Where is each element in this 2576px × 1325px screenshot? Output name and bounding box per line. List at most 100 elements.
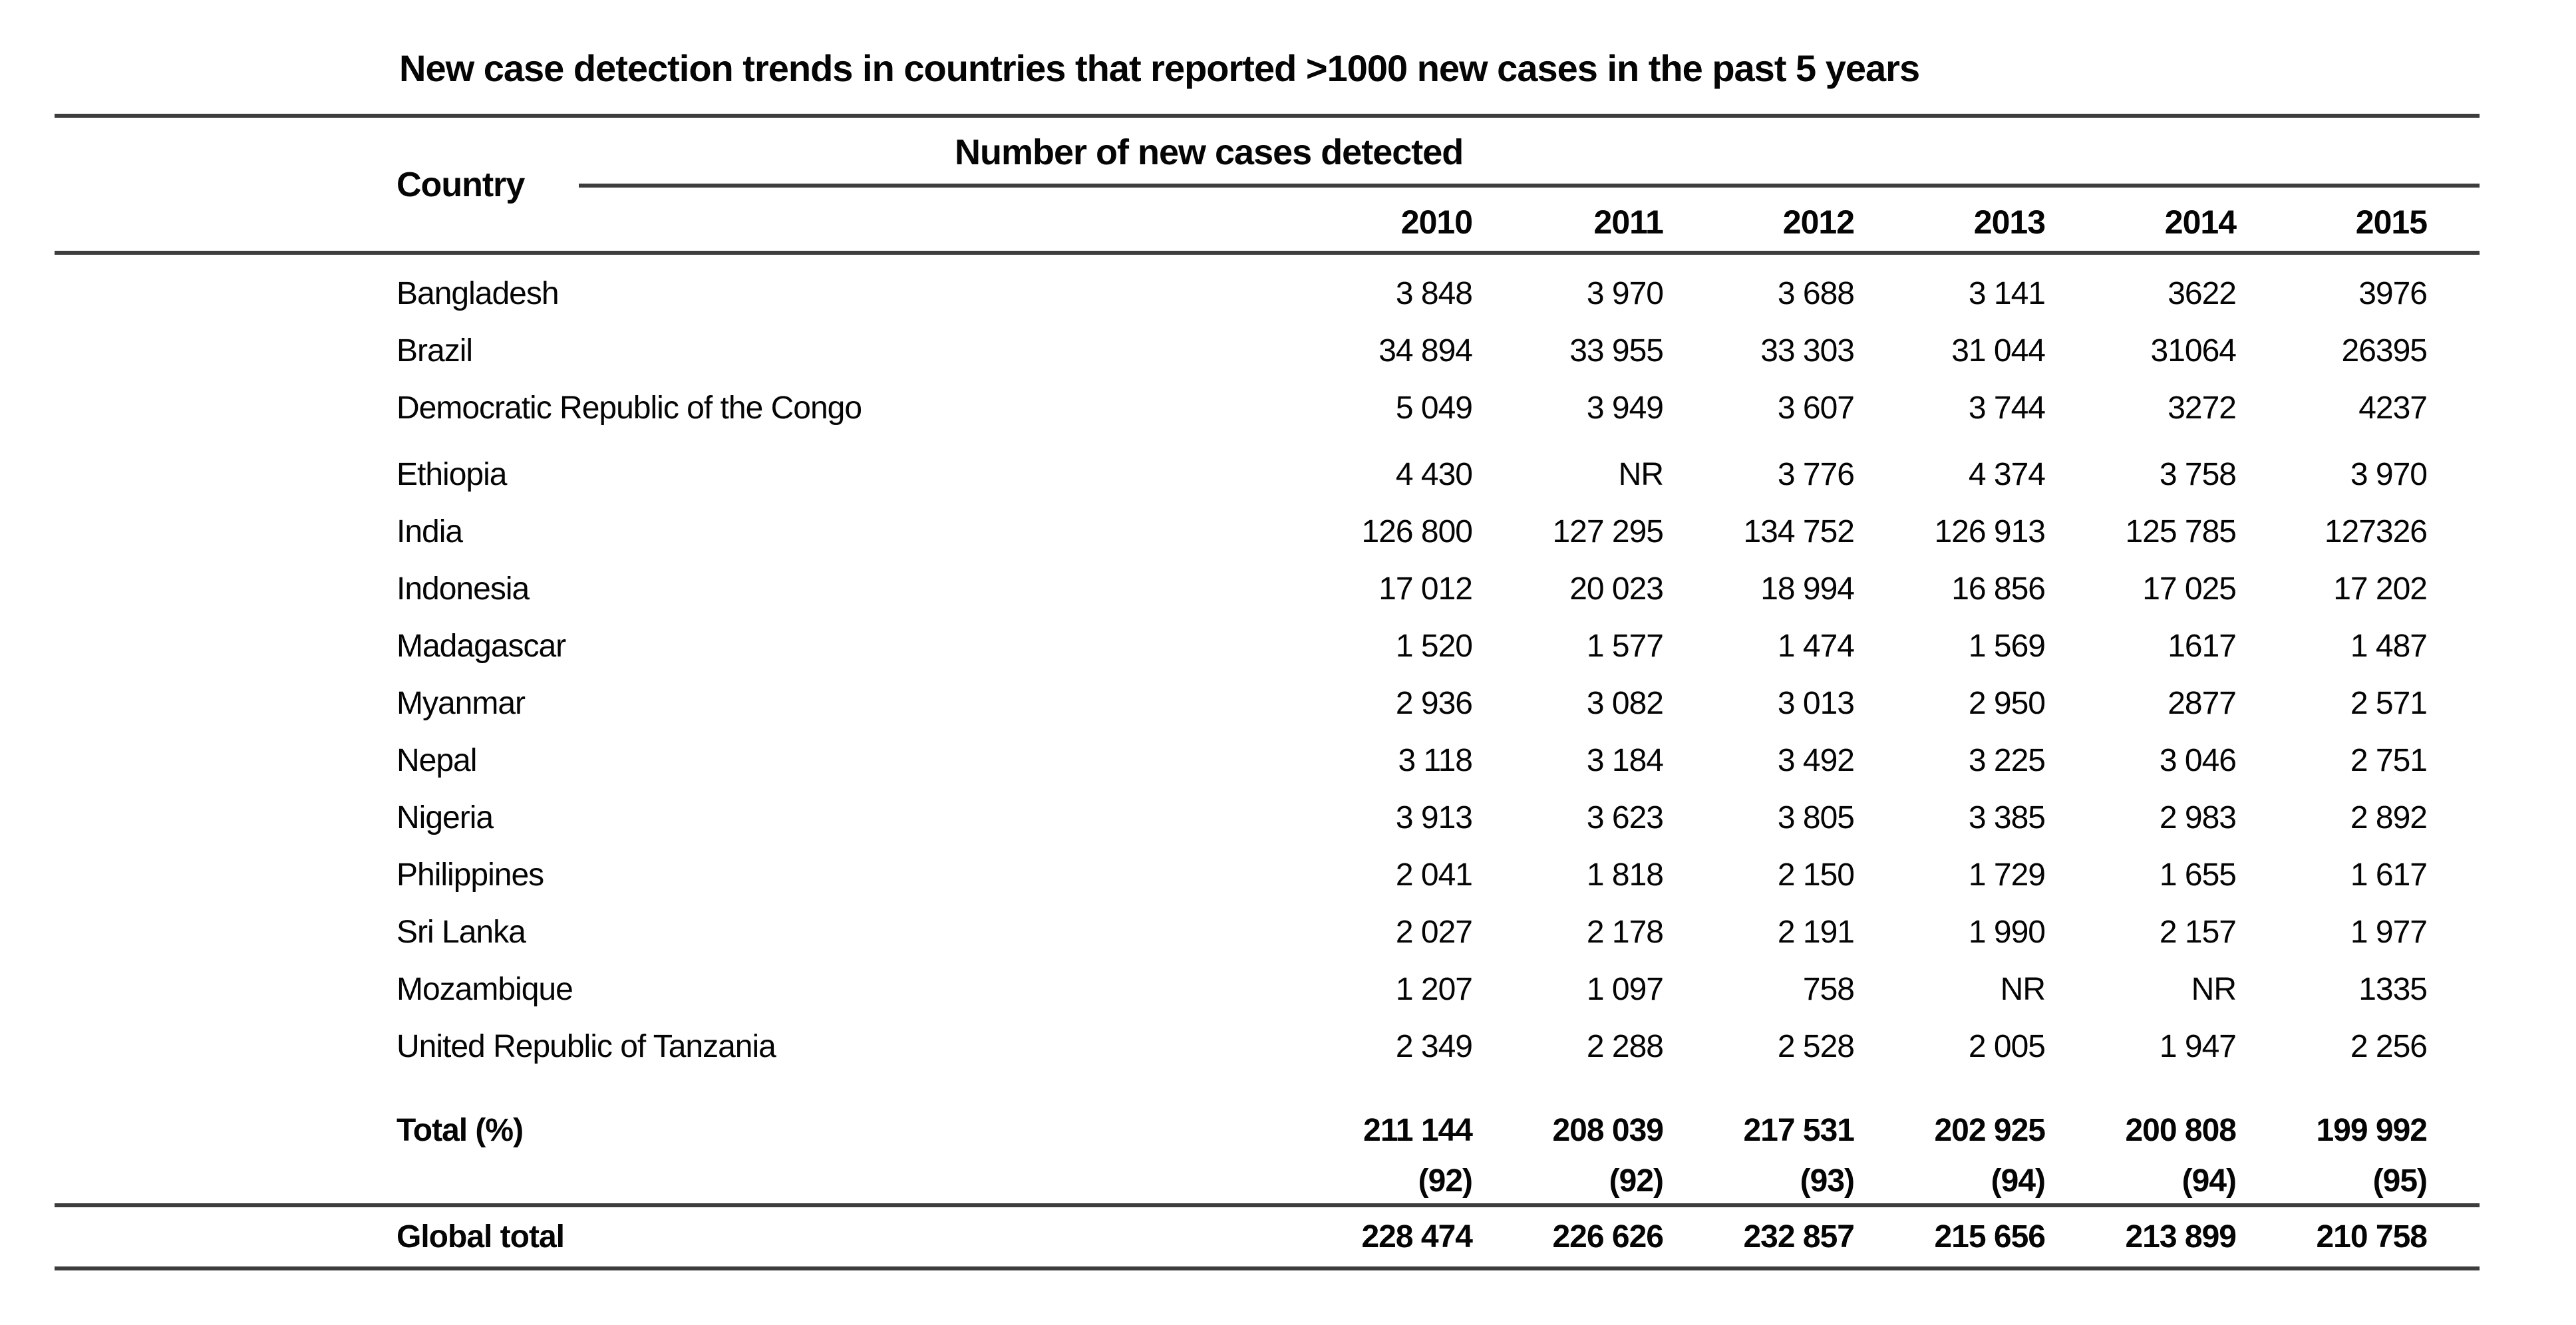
value-cell: 2 349: [1395, 1028, 1473, 1064]
value-cell: 5 049: [1395, 390, 1473, 426]
years-header-spacer: [55, 193, 1281, 255]
total-value-cell: 200 808: [2125, 1112, 2237, 1148]
value-cell: 3 141: [1968, 275, 2046, 311]
table-row-india: India 126 800 127 295 134 752 126 913 12…: [55, 503, 2480, 560]
years-header-pad: [2427, 193, 2480, 255]
table-row-drc: Democratic Republic of the Congo 5 049 3…: [55, 379, 2480, 436]
value-cell: 127326: [2324, 514, 2428, 549]
value-cell: 31064: [2150, 333, 2237, 368]
value-cell: 3 970: [2350, 456, 2428, 492]
percent-value-cell: (95): [2372, 1163, 2428, 1199]
year-header-2012: 2012: [1663, 193, 1855, 255]
table-row-bangladesh: Bangladesh 3 848 3 970 3 688 3 141 3622 …: [55, 265, 2480, 322]
value-cell: 3 013: [1777, 685, 1855, 721]
value-cell: 18 994: [1760, 571, 1855, 607]
country-cell: Myanmar: [397, 685, 526, 721]
table-title: New case detection trends in countries t…: [399, 47, 1920, 89]
years-header-row: 2010 2011 2012 2013 2014 2015: [55, 193, 2480, 255]
year-header-2013: 2013: [1854, 193, 2046, 255]
year-header-2015: 2015: [2236, 193, 2428, 255]
value-cell: 1 520: [1395, 628, 1473, 664]
country-cell: Madagascar: [397, 628, 566, 664]
value-cell: 2 256: [2350, 1028, 2428, 1064]
value-cell: 126 800: [1361, 514, 1473, 549]
value-cell: 3 082: [1586, 685, 1664, 721]
value-cell: 31 044: [1951, 333, 2046, 368]
value-cell: NR: [2000, 971, 2046, 1007]
value-cell: 1 990: [1968, 914, 2046, 950]
year-header-2011: 2011: [1472, 193, 1664, 255]
value-cell: 2 571: [2350, 685, 2428, 721]
value-cell: 1 977: [2350, 914, 2428, 950]
value-cell: 1 577: [1586, 628, 1664, 664]
value-cell: 16 856: [1951, 571, 2046, 607]
table-row-tanzania: United Republic of Tanzania 2 349 2 288 …: [55, 1018, 2480, 1075]
value-cell: 1 474: [1777, 628, 1855, 664]
value-cell: 3 385: [1968, 800, 2046, 835]
value-cell: 3 848: [1395, 275, 1473, 311]
country-cell: Ethiopia: [397, 456, 507, 492]
country-cell: Democratic Republic of the Congo: [397, 390, 862, 426]
table-row-nigeria: Nigeria 3 913 3 623 3 805 3 385 2 983 2 …: [55, 789, 2480, 846]
value-cell: 1 617: [2350, 857, 2428, 893]
global-value-cell: 226 626: [1472, 1203, 1664, 1270]
value-cell: 127 295: [1552, 514, 1664, 549]
value-cell: 134 752: [1743, 514, 1855, 549]
value-cell: 1 097: [1586, 971, 1664, 1007]
country-cell: Bangladesh: [397, 275, 560, 311]
country-cell: Philippines: [397, 857, 544, 893]
top-rule: [55, 114, 2480, 118]
value-cell: 2 288: [1586, 1028, 1664, 1064]
value-cell: 125 785: [2125, 514, 2237, 549]
country-cell: Nigeria: [397, 800, 494, 835]
percent-label-spacer: [55, 1159, 1281, 1205]
value-cell: 3 805: [1777, 800, 1855, 835]
value-cell: 1617: [2168, 628, 2237, 664]
global-total-label: Global total: [55, 1203, 1281, 1270]
value-cell: 2 027: [1395, 914, 1473, 950]
value-cell: NR: [1618, 456, 1664, 492]
spacer-row: [55, 436, 2480, 446]
value-cell: 17 025: [2142, 571, 2237, 607]
country-cell: India: [397, 514, 463, 549]
country-cell: Mozambique: [397, 971, 573, 1007]
total-value-cell: 199 992: [2316, 1112, 2428, 1148]
value-cell: 3 758: [2159, 456, 2237, 492]
table-row-mozambique: Mozambique 1 207 1 097 758 NR NR 1335: [55, 960, 2480, 1018]
value-cell: 3 744: [1968, 390, 2046, 426]
global-value-cell: 215 656: [1854, 1203, 2046, 1270]
value-cell: 2 936: [1395, 685, 1473, 721]
value-cell: 4237: [2358, 390, 2428, 426]
table-row-sri-lanka: Sri Lanka 2 027 2 178 2 191 1 990 2 157 …: [55, 903, 2480, 960]
value-cell: 3 623: [1586, 800, 1664, 835]
group-column-header: Number of new cases detected: [955, 132, 1464, 172]
value-cell: 3 046: [2159, 742, 2237, 778]
global-value-cell: 213 899: [2045, 1203, 2237, 1270]
value-cell: 17 012: [1378, 571, 1473, 607]
value-cell: 3 607: [1777, 390, 1855, 426]
value-cell: 1 487: [2350, 628, 2428, 664]
country-cell: United Republic of Tanzania: [397, 1028, 776, 1064]
percent-value-cell: (92): [1418, 1163, 1473, 1199]
value-cell: 4 374: [1968, 456, 2046, 492]
global-value-cell: 210 758: [2236, 1203, 2428, 1270]
value-cell: 33 955: [1569, 333, 1664, 368]
value-cell: 1335: [2358, 971, 2428, 1007]
value-cell: 2877: [2168, 685, 2237, 721]
total-percent-row: (92) (92) (93) (94) (94) (95): [55, 1159, 2480, 1205]
value-cell: 2 983: [2159, 800, 2237, 835]
value-cell: 26395: [2341, 333, 2428, 368]
value-cell: 1 729: [1968, 857, 2046, 893]
country-cell: Nepal: [397, 742, 477, 778]
value-cell: 3 492: [1777, 742, 1855, 778]
value-cell: 3 776: [1777, 456, 1855, 492]
value-cell: 3 949: [1586, 390, 1664, 426]
table-row-indonesia: Indonesia 17 012 20 023 18 994 16 856 17…: [55, 560, 2480, 617]
value-cell: NR: [2191, 971, 2237, 1007]
total-value-cell: 211 144: [1363, 1112, 1473, 1148]
total-row: Total (%) 211 144 208 039 217 531 202 92…: [55, 1102, 2480, 1159]
spacer-row: [55, 253, 2480, 265]
value-cell: 2 191: [1777, 914, 1855, 950]
value-cell: 1 569: [1968, 628, 2046, 664]
